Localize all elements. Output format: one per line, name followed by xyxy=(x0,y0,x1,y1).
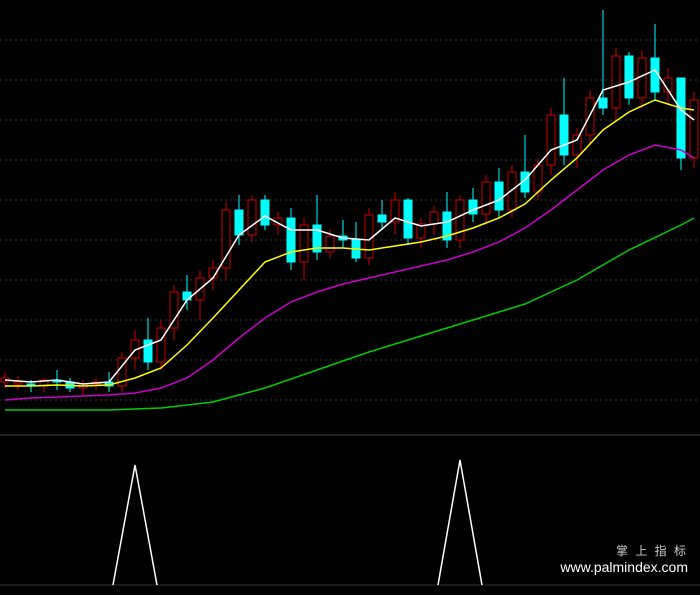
chart-container: 掌 上 指 标 www.palmindex.com xyxy=(0,0,700,595)
watermark-title: 掌 上 指 标 xyxy=(560,542,688,559)
candlestick-chart xyxy=(0,0,700,595)
watermark-url: www.palmindex.com xyxy=(560,559,688,575)
watermark: 掌 上 指 标 www.palmindex.com xyxy=(560,542,688,575)
